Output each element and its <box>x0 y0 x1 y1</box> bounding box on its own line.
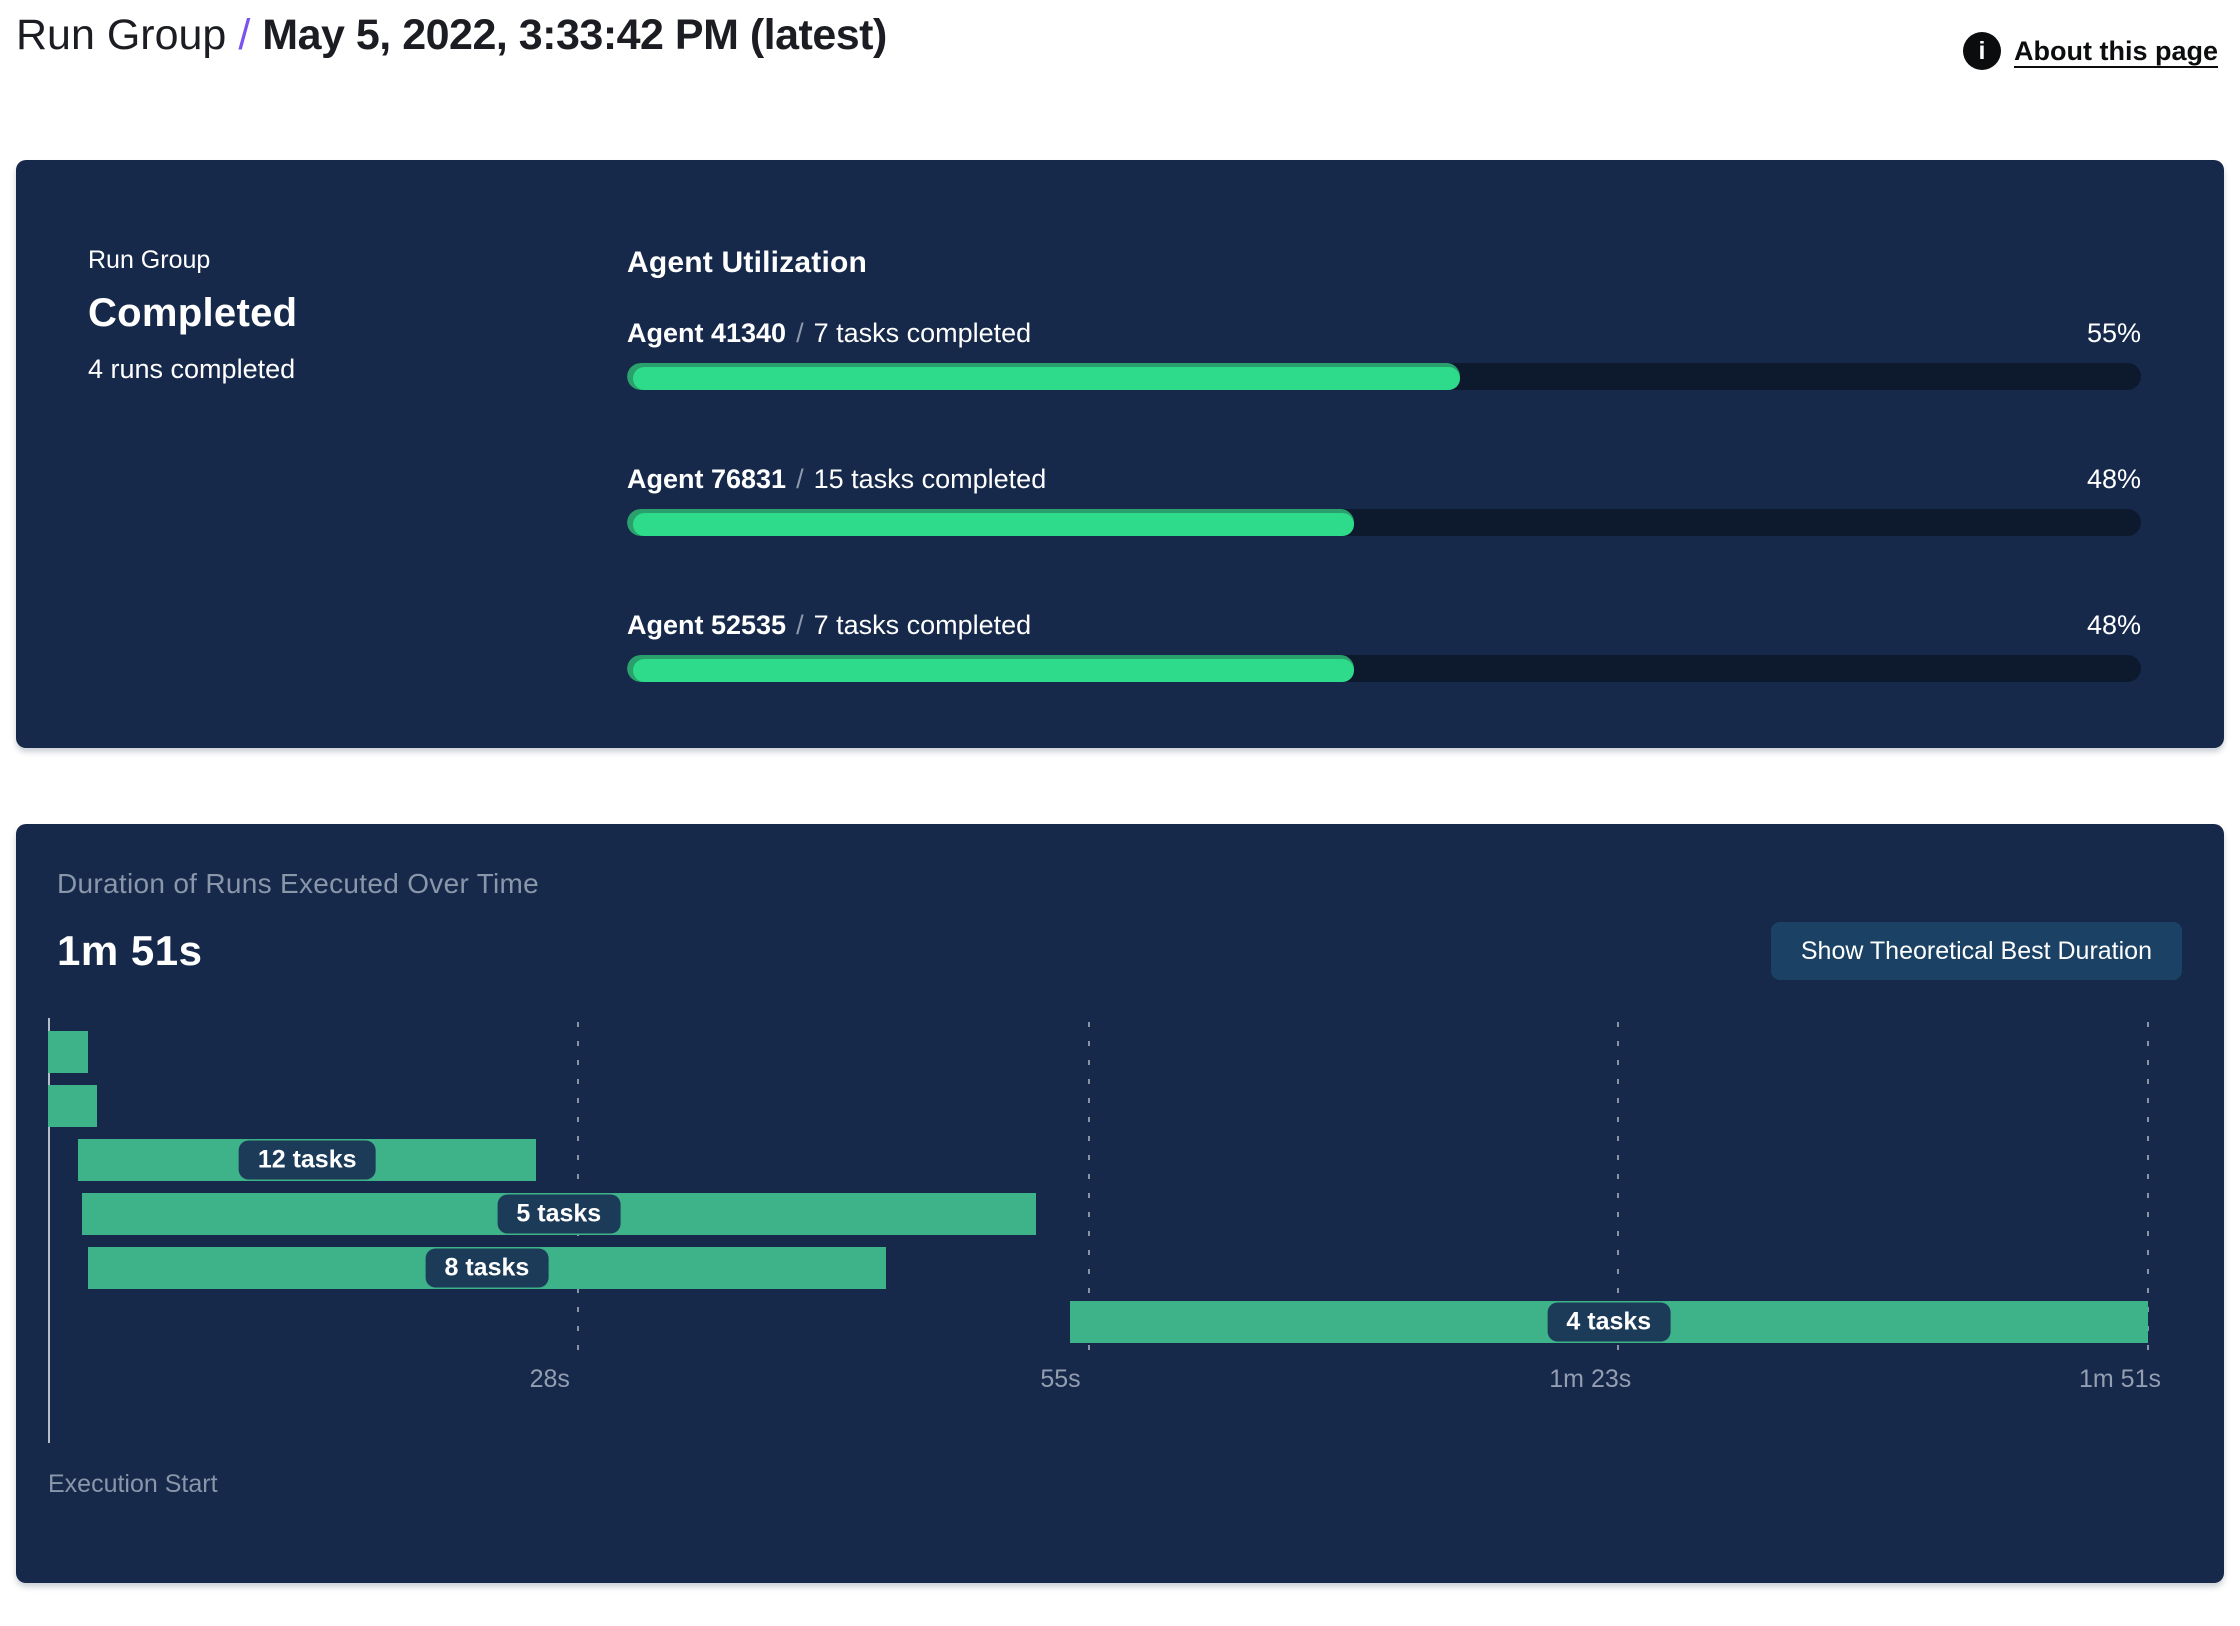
agent-label-separator: / <box>796 318 804 348</box>
agent-utilization-row: Agent 76831 / 15 tasks completed 48% <box>627 462 2141 536</box>
axis-tick-label: 1m 51s <box>2079 1365 2161 1393</box>
run-duration-bar[interactable] <box>48 1085 98 1127</box>
run-duration-bar[interactable]: 8 tasks <box>87 1247 887 1289</box>
agent-utilization-track <box>627 363 2141 390</box>
duration-header-row: 1m 51s Show Theoretical Best Duration <box>57 922 2182 980</box>
duration-gantt-chart: 12 tasks 5 tasks 8 tasks 4 tasks 28s 55s 1m 2… <box>16 1018 2224 1508</box>
run-status: Completed <box>88 291 298 335</box>
agent-utilization-percent: 48% <box>2086 464 2141 494</box>
agent-utilization-percent: 55% <box>2086 318 2141 348</box>
agent-utilization-rows: Agent 41340 / 7 tasks completed 55% Agent 76… <box>627 316 2141 682</box>
agent-utilization-fill-highlight <box>633 513 1354 536</box>
agent-tasks-completed: 7 tasks completed <box>813 610 1032 640</box>
run-summary-panel: Run Group Completed 4 runs completed Age… <box>16 160 2224 748</box>
total-duration-value: 1m 51s <box>57 927 203 974</box>
agent-utilization-label: Agent 52535 / 7 tasks completed 48% <box>627 608 2141 642</box>
agent-utilization-fill <box>627 655 1354 682</box>
agent-label-separator: / <box>796 464 804 494</box>
agent-name: Agent 76831 <box>627 464 787 494</box>
agent-utilization-row: Agent 52535 / 7 tasks completed 48% <box>627 608 2141 682</box>
agent-name: Agent 52535 <box>627 610 787 640</box>
chart-gridline <box>576 1022 579 1360</box>
info-icon: i <box>1963 32 2001 70</box>
run-duration-bar[interactable] <box>48 1031 88 1073</box>
page: Run Group / May 5, 2022, 3:33:42 PM (lates… <box>16 0 2224 1583</box>
agent-utilization-fill-highlight <box>633 659 1354 682</box>
agent-utilization-track <box>627 509 2141 536</box>
about-this-page-link[interactable]: i About this page <box>1963 32 2218 70</box>
agent-utilization-fill <box>627 509 1354 536</box>
axis-tick-label: 55s <box>1040 1365 1081 1393</box>
run-group-label: Run Group <box>88 246 211 274</box>
chart-gridline <box>1087 1022 1090 1360</box>
breadcrumb-run-group: Run Group <box>16 11 227 59</box>
breadcrumb-separator: / <box>238 11 251 59</box>
agent-utilization-title: Agent Utilization <box>627 246 868 279</box>
agent-utilization-percent: 48% <box>2086 610 2141 640</box>
agent-utilization-row: Agent 41340 / 7 tasks completed 55% <box>627 316 2141 390</box>
duration-chart-title: Duration of Runs Executed Over Time <box>57 868 540 899</box>
agent-utilization-fill <box>627 363 1460 390</box>
run-duration-bar[interactable]: 4 tasks <box>1069 1301 2148 1343</box>
task-count-pill: 12 tasks <box>238 1140 376 1180</box>
agent-utilization-label: Agent 41340 / 7 tasks completed 55% <box>627 316 2141 350</box>
page-header: Run Group / May 5, 2022, 3:33:42 PM (lates… <box>16 0 2224 160</box>
task-count-pill: 8 tasks <box>425 1248 549 1288</box>
run-duration-bar[interactable]: 5 tasks <box>82 1193 1036 1235</box>
axis-tick-label: 28s <box>529 1365 570 1393</box>
page-title: Run Group / May 5, 2022, 3:33:42 PM (lates… <box>16 10 887 62</box>
about-this-page-label: About this page <box>2014 35 2218 66</box>
task-count-pill: 4 tasks <box>1547 1302 1671 1342</box>
show-theoretical-best-duration-button[interactable]: Show Theoretical Best Duration <box>1770 922 2182 980</box>
axis-tick-label: 1m 23s <box>1549 1365 1632 1393</box>
agent-utilization-section: Agent Utilization Agent 41340 / 7 tasks co… <box>627 246 2141 748</box>
run-status-block: Run Group Completed 4 runs completed <box>88 246 627 748</box>
duration-panel: Duration of Runs Executed Over Time 1m 5… <box>16 824 2224 1583</box>
agent-tasks-completed: 7 tasks completed <box>813 318 1032 348</box>
execution-start-axis-line <box>48 1018 50 1443</box>
agent-utilization-fill-highlight <box>633 367 1460 390</box>
agent-tasks-completed: 15 tasks completed <box>813 464 1047 494</box>
chart-gridline <box>2147 1022 2149 1360</box>
agent-utilization-label: Agent 76831 / 15 tasks completed 48% <box>627 462 2141 496</box>
chart-gridline <box>1617 1022 1620 1360</box>
agent-name: Agent 41340 <box>627 318 787 348</box>
run-timestamp-title: May 5, 2022, 3:33:42 PM (latest) <box>262 11 887 59</box>
task-count-pill: 5 tasks <box>497 1194 621 1234</box>
runs-completed-count: 4 runs completed <box>88 354 296 384</box>
agent-label-separator: / <box>796 610 804 640</box>
execution-start-label: Execution Start <box>48 1470 218 1498</box>
run-duration-bar[interactable]: 12 tasks <box>78 1139 537 1181</box>
agent-utilization-track <box>627 655 2141 682</box>
